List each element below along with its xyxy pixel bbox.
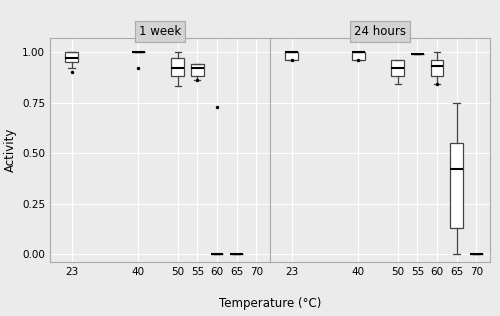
PathPatch shape [392, 60, 404, 76]
PathPatch shape [172, 58, 184, 76]
PathPatch shape [286, 52, 298, 60]
PathPatch shape [191, 64, 203, 76]
Title: 24 hours: 24 hours [354, 25, 406, 38]
Title: 1 week: 1 week [139, 25, 181, 38]
PathPatch shape [66, 52, 78, 62]
PathPatch shape [450, 143, 463, 228]
PathPatch shape [352, 52, 364, 60]
Text: Temperature (°C): Temperature (°C) [219, 297, 321, 310]
PathPatch shape [430, 60, 444, 76]
Y-axis label: Activity: Activity [4, 128, 16, 172]
